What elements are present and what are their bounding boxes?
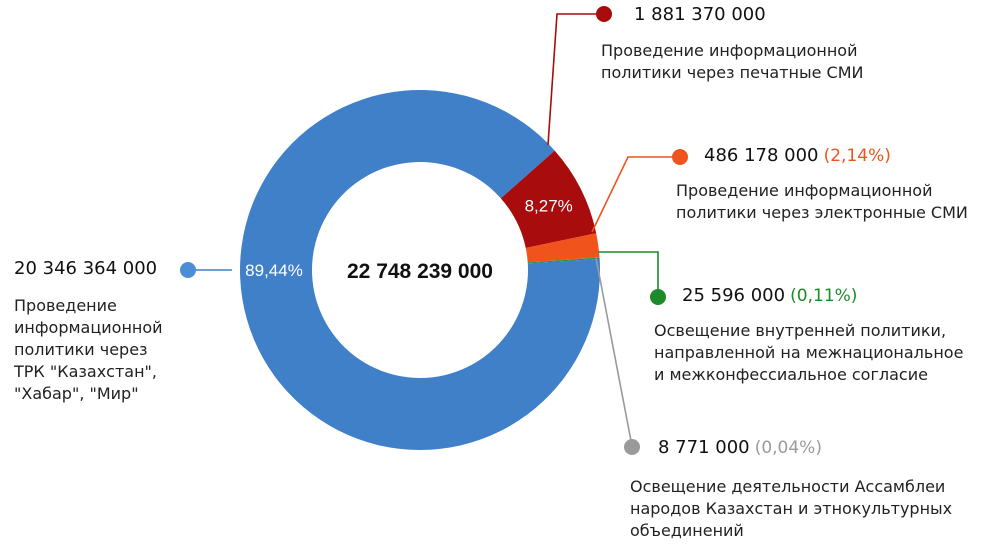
donut-slice (527, 257, 600, 264)
description-line: ТРК "Казахстан", (14, 362, 157, 381)
legend-item-electronic-media: 486 178 000 (2,14%) (704, 145, 891, 166)
value-label: 25 596 000 (682, 285, 786, 306)
leader-line (547, 13, 604, 146)
description-line: и межконфессиальное согласие (654, 365, 928, 384)
value-label: 8 771 000 (658, 437, 750, 458)
description-line: Проведение информационной (676, 181, 933, 200)
description: Освещение внутренней политики, направлен… (654, 320, 963, 386)
value-label: 20 346 364 000 (14, 258, 158, 279)
percent-label: (0,11%) (790, 286, 858, 306)
donut-slice (500, 150, 597, 248)
description-line: политики через (14, 340, 148, 359)
description: Проведение информационной политики через… (14, 295, 163, 405)
description-line: народов Казахстан и этнокультурных (630, 499, 953, 518)
slice-percent-label: 8,27% (525, 196, 573, 215)
leader-line (598, 251, 659, 295)
description-line: Освещение деятельности Ассамблеи (630, 477, 946, 496)
description-line: политики через печатные СМИ (601, 63, 864, 82)
description-line: "Хабар", "Мир" (14, 384, 139, 403)
description: Освещение деятельности Ассамблеи народов… (630, 476, 952, 542)
leader-line (595, 257, 633, 447)
legend-dot (650, 289, 666, 305)
legend-item-assembly: 8 771 000 (0,04%) (658, 437, 822, 458)
description-line: Проведение (14, 296, 117, 315)
slice-percent-label: 89,44% (245, 261, 303, 280)
legend-dot (624, 439, 640, 455)
description-line: Проведение информационной (601, 41, 858, 60)
donut-slice (239, 89, 600, 450)
value-label: 486 178 000 (704, 145, 819, 166)
legend-item-trk: 20 346 364 000 Проведение информационной… (14, 258, 163, 405)
donut-slice (525, 233, 600, 263)
description-line: политики через электронные СМИ (676, 203, 968, 222)
total-label: 22 748 239 000 (347, 260, 493, 283)
value-label: 1 881 370 000 (634, 4, 766, 25)
legend-item-print-media: 1 881 370 000 (634, 4, 766, 25)
legend-item-internal-policy: 25 596 000 (0,11%) (682, 285, 857, 306)
legend-dot (596, 6, 612, 22)
leader-line (591, 156, 680, 233)
percent-label: (0,04%) (754, 438, 822, 458)
description: Проведение информационной политики через… (676, 180, 968, 224)
description-line: Освещение внутренней политики, (654, 321, 947, 340)
legend-dot (180, 262, 196, 278)
description-line: направленной на межнациональное (654, 343, 964, 362)
legend-dot (672, 149, 688, 165)
description-line: информационной (14, 318, 163, 337)
percent-label: (2,14%) (823, 146, 891, 166)
description-line: объединений (630, 521, 744, 540)
description: Проведение информационной политики через… (601, 40, 863, 84)
